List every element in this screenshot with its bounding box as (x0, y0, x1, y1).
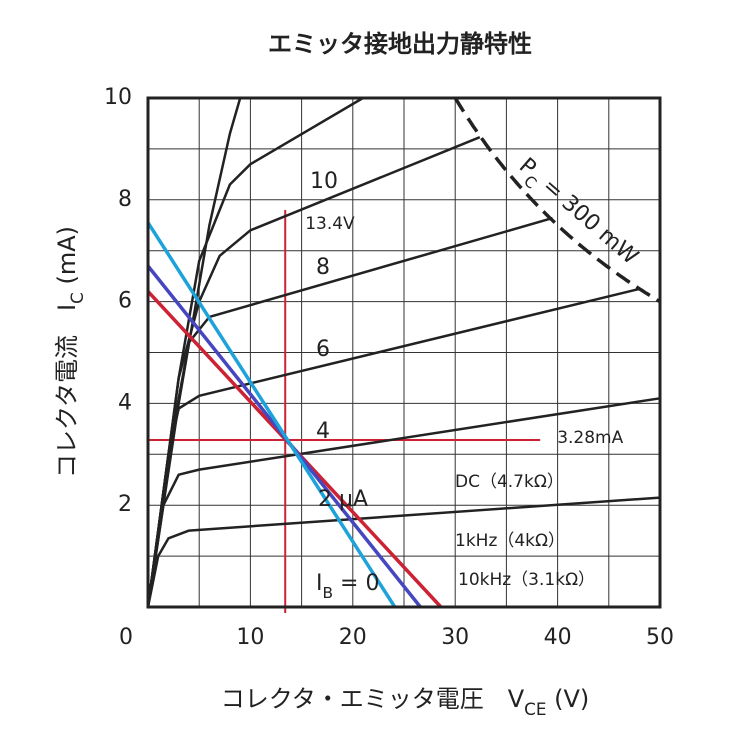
x-axis-label-main: コレクタ・エミッタ電圧 V (221, 685, 525, 713)
chart-title: エミッタ接地出力静特性 (268, 30, 532, 58)
curve-label: 10 (310, 169, 338, 194)
curve-label: 8 (316, 255, 330, 280)
ib-label-tail: = 0 (333, 571, 379, 596)
x-tick-label: 30 (441, 625, 469, 650)
characteristic-curve (146, 97, 242, 608)
x-axis-label-tail: (V) (547, 685, 590, 713)
y-tick-label: 2 (118, 492, 132, 517)
x-tick-label: 20 (339, 625, 367, 650)
characteristic-curve (146, 136, 481, 608)
y-tick-label: 6 (118, 289, 132, 314)
x-tick-label: 40 (544, 625, 572, 650)
curve-label: 6 (316, 337, 330, 362)
op-y-label: 3.28mA (557, 428, 623, 448)
x-axis-label-sub: CE (524, 699, 546, 719)
plot-frame (146, 96, 662, 609)
series-label: 10kHz（3.1kΩ） (458, 570, 595, 590)
x-axis-label: コレクタ・エミッタ電圧 VCE (V) (221, 685, 590, 719)
series-label: DC（4.7kΩ） (455, 472, 564, 492)
ib-label-sub: B (323, 584, 334, 602)
characteristic-curve (146, 96, 364, 608)
y-axis-label: コレクタ電流 IC (mA) (53, 226, 87, 478)
power-label: PC = 300 mW (510, 153, 642, 274)
y-tick-label: 4 (118, 390, 132, 415)
y-tick-label: 10 (104, 85, 132, 110)
ib-label: IB = 0 (316, 571, 379, 602)
curve-label: 4 (316, 419, 330, 444)
y-tick-label: 8 (118, 187, 132, 212)
ib-label-main: I (316, 571, 323, 596)
x-tick-label: 10 (236, 625, 264, 650)
power-curve (453, 97, 661, 304)
op-x-label: 13.4V (305, 214, 355, 234)
series-label: 1kHz（4kΩ） (455, 531, 565, 551)
x-tick-label: 0 (119, 625, 133, 650)
characteristic-curve (146, 496, 661, 608)
curve-label: 2 μA (318, 487, 368, 512)
y-axis-label-sub: C (67, 292, 87, 304)
y-axis-label-main: コレクタ電流 I (53, 304, 81, 478)
y-axis-label-tail: (mA) (53, 226, 81, 292)
load-line (146, 221, 397, 608)
x-tick-label: 50 (646, 625, 674, 650)
